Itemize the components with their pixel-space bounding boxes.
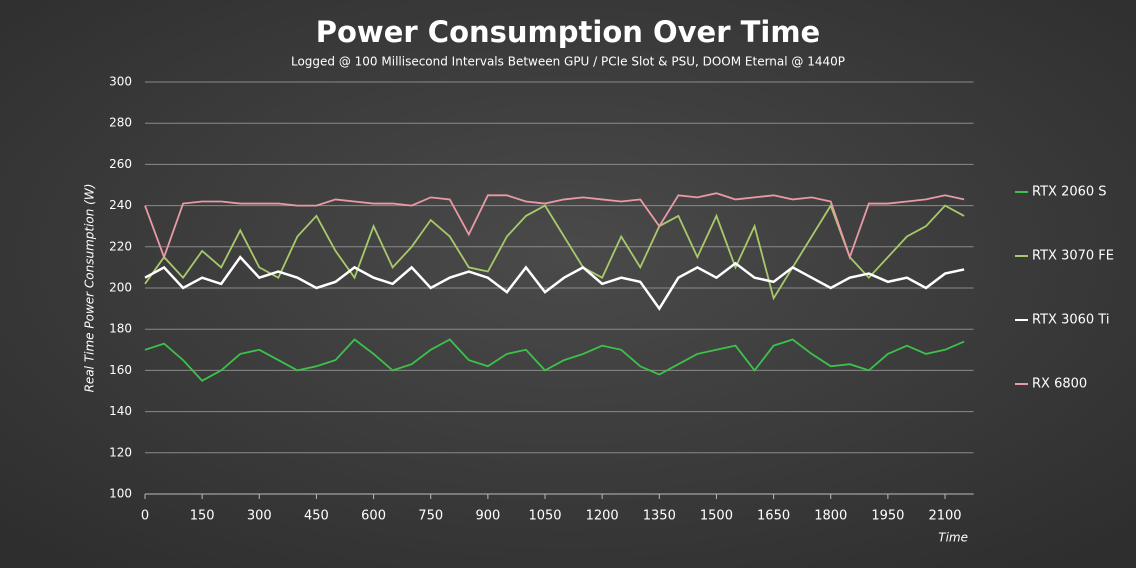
y-tick-label: 200 bbox=[109, 281, 132, 295]
x-tick-label: 900 bbox=[475, 509, 500, 524]
series-line bbox=[144, 338, 965, 382]
y-axis-label: Real Time Power Consumption (W) bbox=[83, 184, 97, 393]
x-tick-label: 1200 bbox=[586, 509, 619, 524]
legend-label: RTX 3070 FE bbox=[1032, 249, 1114, 264]
y-tick-label: 100 bbox=[109, 487, 132, 501]
series-line bbox=[144, 192, 965, 260]
x-tick-label: 600 bbox=[361, 509, 386, 524]
y-tick-label: 240 bbox=[109, 198, 132, 212]
chart-title: Power Consumption Over Time bbox=[316, 15, 820, 49]
x-tick-label: 1650 bbox=[757, 509, 790, 524]
y-tick-label: 280 bbox=[109, 116, 132, 130]
x-tick-label: 1800 bbox=[814, 509, 847, 524]
legend-label: RX 6800 bbox=[1032, 377, 1087, 392]
y-tick-label: 260 bbox=[109, 157, 132, 171]
x-tick-label: 1350 bbox=[643, 509, 676, 524]
x-tick-label: 1500 bbox=[700, 509, 733, 524]
chart-subtitle: Logged @ 100 Millisecond Intervals Betwe… bbox=[291, 55, 845, 69]
x-tick-label: 150 bbox=[190, 509, 215, 524]
y-tick-label: 300 bbox=[109, 75, 132, 89]
y-tick-label: 120 bbox=[109, 445, 132, 459]
x-tick-label: 0 bbox=[141, 509, 149, 524]
x-axis-label: Time bbox=[938, 531, 968, 545]
x-tick-label: 450 bbox=[304, 509, 329, 524]
x-tick-label: 1950 bbox=[871, 509, 904, 524]
series-line bbox=[144, 203, 965, 301]
x-tick-label: 750 bbox=[418, 509, 443, 524]
y-tick-label: 220 bbox=[109, 239, 132, 253]
x-tick-label: 1050 bbox=[528, 509, 561, 524]
y-tick-label: 160 bbox=[109, 363, 132, 377]
legend-label: RTX 2060 S bbox=[1032, 185, 1107, 200]
x-tick-label: 300 bbox=[247, 509, 272, 524]
series-line bbox=[144, 255, 965, 311]
x-tick-label: 2100 bbox=[928, 509, 961, 524]
y-tick-label: 140 bbox=[109, 404, 132, 418]
y-tick-label: 180 bbox=[109, 322, 132, 336]
legend-label: RTX 3060 Ti bbox=[1032, 313, 1109, 328]
